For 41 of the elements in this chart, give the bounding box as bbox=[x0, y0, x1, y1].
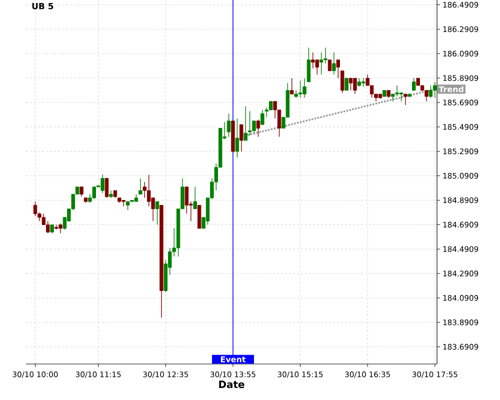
candlestick bbox=[298, 80, 302, 98]
candlestick bbox=[332, 52, 336, 75]
candlestick bbox=[260, 110, 264, 125]
candlestick bbox=[328, 60, 332, 72]
candlestick bbox=[184, 186, 189, 214]
candlestick bbox=[311, 52, 315, 69]
candlestick bbox=[138, 178, 142, 195]
candlestick bbox=[319, 52, 324, 75]
candlestick bbox=[155, 201, 160, 226]
candlestick bbox=[353, 78, 357, 94]
candlestick bbox=[324, 47, 328, 64]
candlestick bbox=[433, 81, 437, 98]
candlestick bbox=[80, 186, 84, 198]
candlestick bbox=[306, 47, 311, 82]
candlestick bbox=[302, 78, 306, 98]
candlestick bbox=[252, 120, 256, 134]
candlestick bbox=[336, 60, 340, 79]
candlestick bbox=[33, 201, 38, 217]
candlestick bbox=[100, 174, 104, 194]
candlestick bbox=[412, 78, 416, 91]
candlestick bbox=[197, 204, 202, 229]
candlestick bbox=[404, 94, 408, 106]
candlestick bbox=[146, 174, 151, 207]
candlestick bbox=[109, 190, 113, 198]
candlestick bbox=[290, 78, 294, 94]
x-axis-title: Date bbox=[219, 380, 244, 388]
candlestick bbox=[348, 78, 353, 91]
candlestick bbox=[58, 223, 62, 234]
candlestick bbox=[340, 70, 344, 94]
candlestick bbox=[244, 106, 248, 141]
candlestick bbox=[240, 124, 244, 152]
candlestick bbox=[428, 85, 433, 98]
candlestick bbox=[226, 113, 231, 138]
candlestick bbox=[395, 85, 399, 97]
candlestick bbox=[122, 200, 126, 207]
candlestick bbox=[235, 118, 240, 158]
candlestick bbox=[104, 178, 109, 198]
candlestick bbox=[193, 186, 197, 210]
chart-title: UB 5 bbox=[32, 3, 54, 10]
candlestick bbox=[344, 78, 348, 91]
candlestick bbox=[256, 119, 260, 138]
